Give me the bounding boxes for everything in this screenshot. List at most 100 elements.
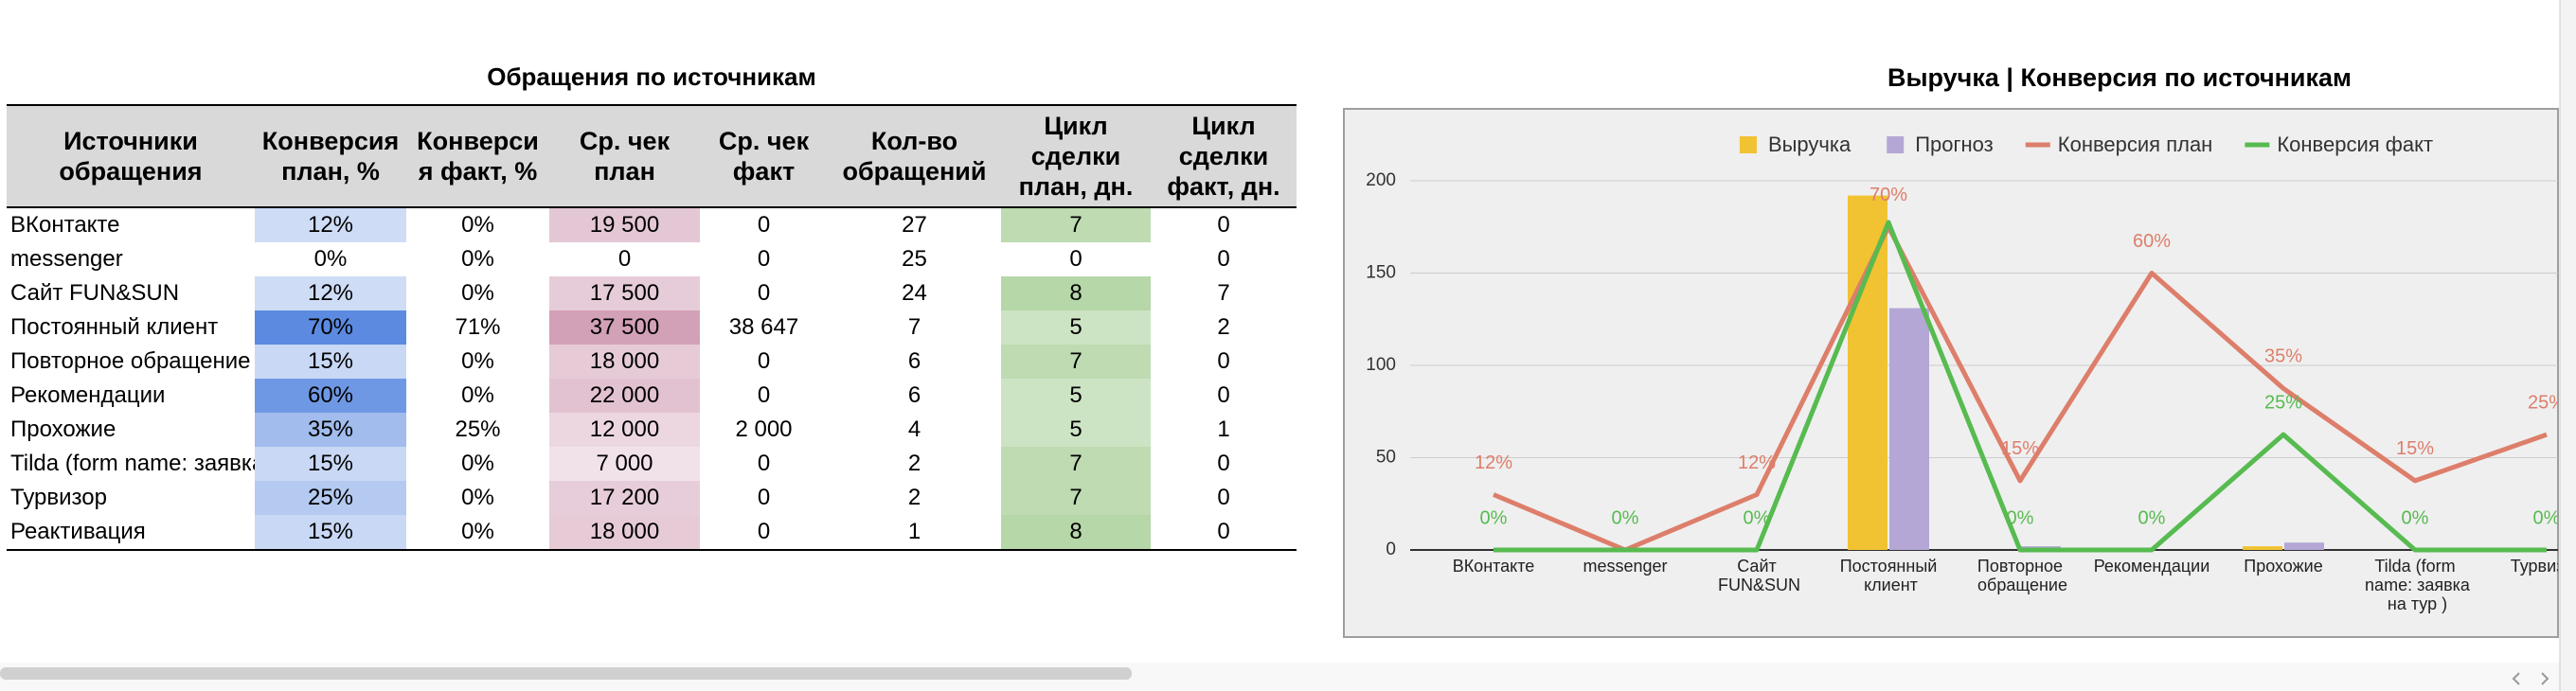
column-header: Источники обращения bbox=[7, 104, 255, 208]
data-label: 15% bbox=[2001, 438, 2039, 459]
legend-swatch bbox=[1739, 136, 1757, 153]
column-header: Цикл сделки факт, дн. bbox=[1151, 104, 1297, 208]
x-tick-label: Сайт FUN&SUN bbox=[1713, 557, 1800, 594]
table-cell: 7 bbox=[1001, 481, 1151, 515]
table-cell: 0 bbox=[1217, 451, 1230, 476]
scroll-right[interactable] bbox=[2541, 672, 2549, 685]
table-cell: 4 bbox=[907, 416, 921, 442]
line bbox=[1493, 224, 2548, 553]
table-cell: 37 500 bbox=[549, 310, 700, 345]
table-cell: 1 bbox=[828, 515, 1001, 551]
data-label: 0% bbox=[1744, 507, 1771, 528]
column-header: Цикл сделки план, дн. bbox=[1001, 104, 1151, 208]
table-cell: 0 bbox=[757, 246, 771, 272]
data-label: 12% bbox=[1738, 452, 1776, 473]
table-cell: 0 bbox=[549, 242, 700, 276]
table-cell: 25% bbox=[455, 416, 501, 442]
table-cell: 0% bbox=[461, 212, 494, 238]
table-cell: 5 bbox=[1001, 310, 1151, 345]
data-label: 70% bbox=[1869, 185, 1907, 205]
table-cell: messenger bbox=[10, 246, 123, 272]
x-tick-label: Tilda (form name: заявка на тур ) bbox=[2360, 557, 2471, 613]
table-cell: 70% bbox=[255, 310, 406, 345]
bar bbox=[2284, 542, 2324, 550]
table-cell: 27 bbox=[902, 212, 927, 238]
table-cell: 24 bbox=[902, 280, 927, 306]
table-cell: 0 bbox=[1217, 485, 1230, 510]
table-cell: 17 500 bbox=[549, 276, 700, 310]
table-cell: Постоянный клиент bbox=[10, 314, 219, 340]
table-cell: Рекомендации bbox=[10, 382, 166, 408]
table-cell: 7 000 bbox=[549, 447, 700, 481]
table-cell: 0 bbox=[757, 485, 771, 510]
table-row: Турвизор 25% 0% 17 200 0 2 7 0 bbox=[7, 481, 1297, 515]
table-cell: 60% bbox=[255, 379, 406, 413]
table-cell: 0 bbox=[757, 451, 771, 476]
table-cell: 0% bbox=[461, 382, 494, 408]
table-cell: 7 bbox=[907, 314, 921, 340]
table-cell: ВКонтакте bbox=[10, 212, 120, 238]
table-cell: Tilda (form name: заявка на тур ) bbox=[10, 451, 255, 476]
y-tick-label: 50 bbox=[1376, 448, 1396, 468]
table-cell: Реактивация bbox=[7, 515, 255, 551]
table-cell: 17 200 bbox=[549, 481, 700, 515]
table-cell: 15% bbox=[255, 447, 406, 481]
x-tick-label: ВКонтакте bbox=[1453, 557, 1535, 576]
table-cell: 8 bbox=[1001, 276, 1151, 310]
data-label: 25% bbox=[2528, 392, 2566, 413]
table-cell: 0 bbox=[1217, 348, 1230, 374]
line bbox=[1494, 220, 2547, 553]
table-cell: 2 bbox=[907, 485, 921, 510]
legend-swatch bbox=[1887, 136, 1905, 153]
table-row: Повторное обращение 15% 0% 18 000 0 6 7 0 bbox=[7, 345, 1297, 379]
data-label: 0% bbox=[1480, 507, 1508, 528]
table-cell: 0% bbox=[461, 280, 494, 306]
y-tick-label: 0 bbox=[1386, 540, 1396, 559]
scroll-thumb[interactable] bbox=[0, 667, 1132, 680]
table-cell: 0% bbox=[255, 242, 406, 276]
plot: ВКонтакте messenger Сайт FUN&SUN Постоянный… bbox=[1410, 180, 2566, 613]
table-cell: 19 500 bbox=[549, 207, 700, 242]
table-cell: 12% bbox=[255, 207, 406, 242]
data-label: 12% bbox=[1475, 452, 1512, 473]
data-table: Источники обращения Конверсия план, % Конв… bbox=[7, 104, 1297, 551]
data-label: 0% bbox=[2007, 507, 2034, 528]
table-cell: 15% bbox=[255, 515, 406, 551]
table-cell: 8 bbox=[1001, 515, 1151, 551]
table-cell: 18 000 bbox=[549, 345, 700, 379]
table-cell: 0 bbox=[1217, 246, 1230, 272]
data-label: 0% bbox=[2138, 507, 2166, 528]
table-cell: 1 bbox=[1217, 416, 1230, 442]
table-row: Реактивация 15% 0% 18 000 0 1 8 0 bbox=[7, 515, 1297, 551]
x-tick-label: Постоянный клиент bbox=[1840, 557, 1938, 594]
y-tick-label: 150 bbox=[1366, 263, 1396, 283]
table-cell: 0 bbox=[1217, 212, 1230, 238]
table-row: Tilda (form name: заявка на тур )15% 0% 7 … bbox=[7, 447, 1297, 481]
table-cell: Сайт FUN&SUN bbox=[10, 280, 180, 306]
table-cell: 7 bbox=[1001, 447, 1151, 481]
chart-title: Выручка | Конверсия по источникам bbox=[1887, 63, 2352, 92]
table-cell: 7 bbox=[1001, 207, 1151, 242]
table-cell: 0 bbox=[757, 212, 771, 238]
x-tick-label: Рекомендации bbox=[2094, 557, 2210, 576]
table-cell: 6 bbox=[907, 382, 921, 408]
table-cell: 71% bbox=[455, 314, 501, 340]
table-cell: 2 bbox=[1217, 314, 1230, 340]
table-cell: 7 bbox=[1001, 345, 1151, 379]
table-cell: Прохожие bbox=[10, 416, 116, 442]
table-row: Сайт FUN&SUN 12% 0% 17 500 0 24 8 7 bbox=[7, 276, 1297, 310]
table-cell: 5 bbox=[1001, 413, 1151, 447]
column-header: Конверсия план, % bbox=[255, 104, 406, 208]
data-label: 15% bbox=[2396, 438, 2434, 459]
legend-label: Конверсия факт bbox=[2277, 133, 2433, 156]
legend-label: Прогноз bbox=[1915, 133, 1994, 156]
legend-label: Выручка bbox=[1768, 133, 1852, 156]
data-label: 0% bbox=[2533, 507, 2561, 528]
table-cell: 22 000 bbox=[549, 379, 700, 413]
table-cell: 0% bbox=[461, 485, 494, 510]
scroll-left[interactable] bbox=[2512, 672, 2520, 685]
vertical-scrollbar[interactable] bbox=[2560, 0, 2576, 691]
column-header: Ср. чек факт bbox=[700, 104, 828, 208]
table-cell: 18 000 bbox=[549, 515, 700, 551]
table-cell: 0% bbox=[406, 515, 549, 551]
